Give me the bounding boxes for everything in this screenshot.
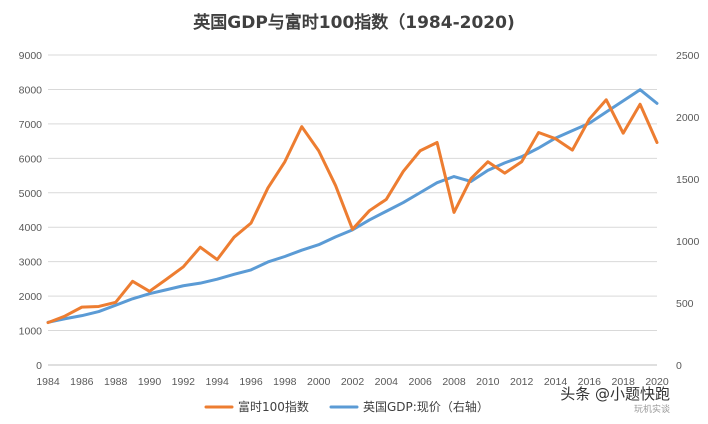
x-tick-label: 2014: [544, 376, 568, 388]
x-tick-label: 1984: [36, 376, 60, 388]
legend-label: 英国GDP:现价（右轴）: [363, 399, 489, 414]
left-tick-label: 0: [36, 360, 42, 372]
left-axis-ticks: 0 1000 2000 3000 4000 5000 6000 7000 8000 9000: [19, 50, 43, 372]
x-tick-label: 2000: [307, 376, 331, 388]
watermark-main: 头条 @小题快跑: [560, 385, 670, 403]
right-tick-label: 500: [676, 298, 694, 310]
x-tick-label: 1992: [172, 376, 196, 388]
x-tick-label: 2018: [611, 376, 635, 388]
left-tick-label: 2000: [19, 291, 43, 303]
x-tick-label: 2020: [645, 376, 669, 388]
x-tick-label: 2006: [408, 376, 432, 388]
x-tick-label: 2016: [578, 376, 602, 388]
series-line-uk-gdp: [46, 88, 659, 324]
right-tick-label: 1500: [676, 174, 700, 186]
left-tick-label: 5000: [19, 188, 43, 200]
x-tick-label: 1988: [104, 376, 128, 388]
left-tick-label: 3000: [19, 257, 43, 269]
legend: 富时100指数 英国GDP:现价（右轴）: [204, 399, 489, 414]
right-tick-label: 0: [676, 360, 682, 372]
left-tick-label: 8000: [19, 84, 43, 96]
x-tick-label: 1996: [239, 376, 263, 388]
left-tick-label: 7000: [19, 119, 43, 131]
right-axis-ticks: 0 500 1000 1500 2000 2500: [676, 50, 700, 372]
right-tick-label: 2000: [676, 112, 700, 124]
left-tick-label: 6000: [19, 153, 43, 165]
series-group: [46, 88, 659, 325]
watermark: 头条 @小题快跑 玩机实谈: [560, 383, 670, 415]
legend-label: 富时100指数: [238, 399, 309, 414]
left-tick-label: 1000: [19, 326, 43, 338]
left-tick-label: 4000: [19, 222, 43, 234]
left-tick-label: 9000: [19, 50, 43, 62]
right-tick-label: 1000: [676, 236, 700, 248]
chart-title: 英国GDP与富时100指数（1984-2020): [193, 12, 514, 33]
x-tick-label: 2002: [341, 376, 365, 388]
x-axis-ticks: 1984 1986 1988 1990 1992 1994 1996 1998 2000 2002…: [36, 376, 669, 388]
x-tick-label: 1998: [273, 376, 297, 388]
x-tick-label: 1994: [205, 376, 229, 388]
x-tick-label: 2004: [375, 376, 399, 388]
right-tick-label: 2500: [676, 50, 700, 62]
gridlines: [48, 54, 657, 366]
x-tick-label: 2008: [442, 376, 466, 388]
x-tick-label: 1990: [138, 376, 162, 388]
watermark-sub: 玩机实谈: [633, 405, 670, 415]
series-line-ftse100: [46, 98, 659, 325]
x-tick-label: 2012: [510, 376, 534, 388]
x-tick-label: 2010: [476, 376, 500, 388]
x-tick-label: 1986: [70, 376, 94, 388]
